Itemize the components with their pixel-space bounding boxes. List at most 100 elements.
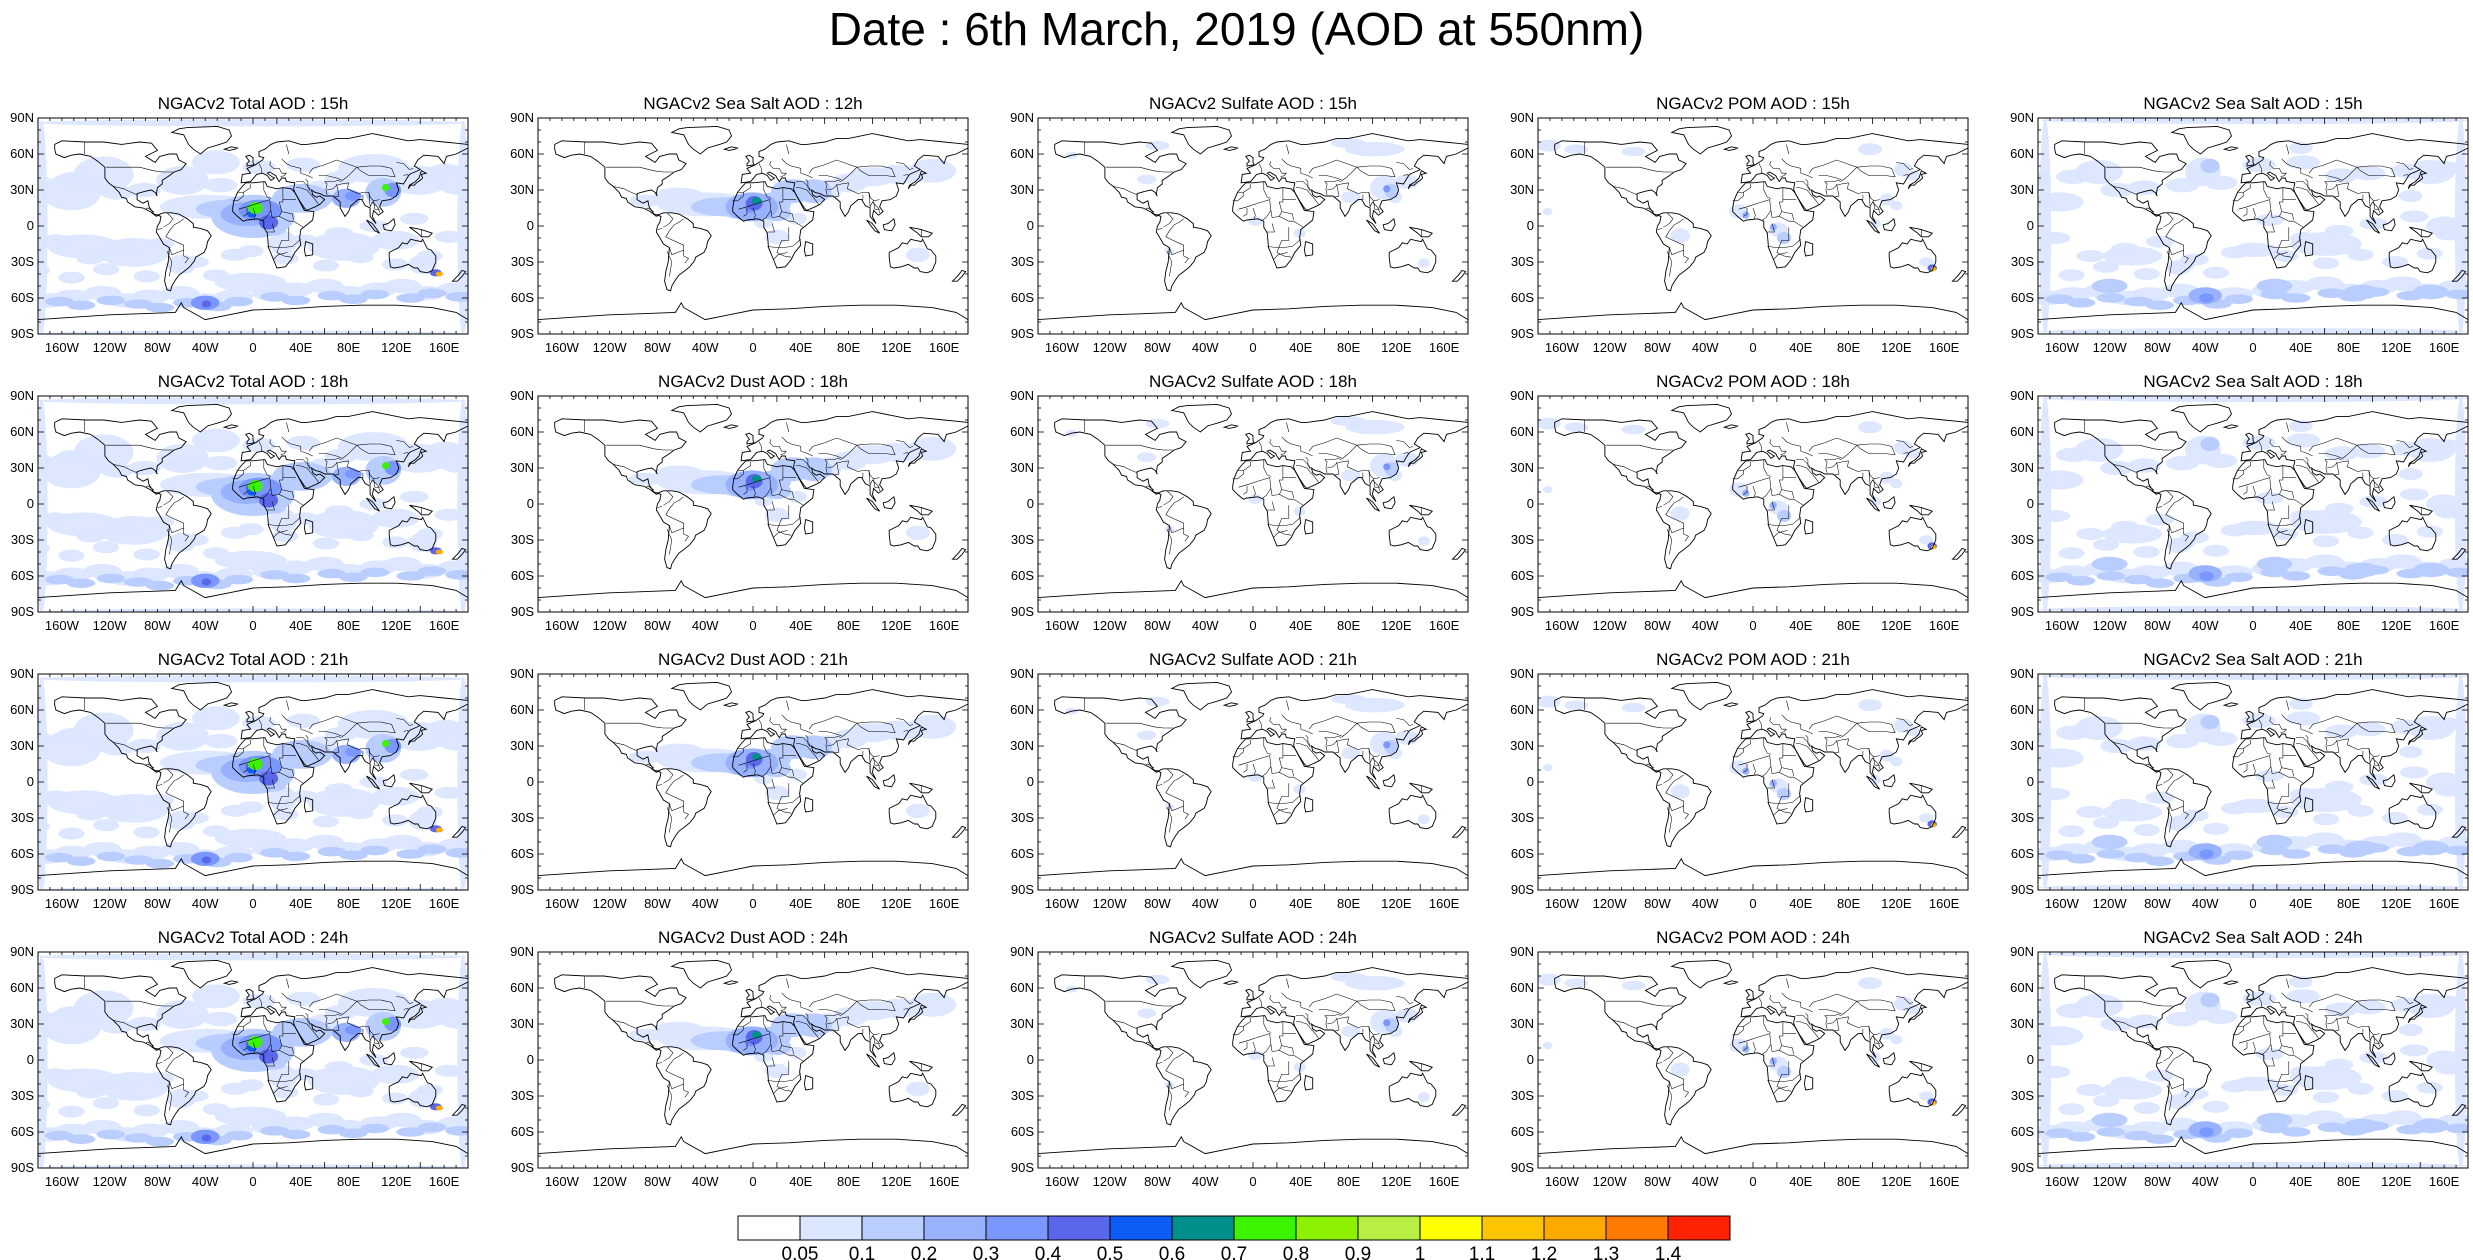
lat-tick-label: 30S xyxy=(11,810,34,825)
country-border xyxy=(2106,722,2173,729)
country-border xyxy=(1613,186,1638,196)
coastline xyxy=(2240,689,2468,780)
coastline xyxy=(1888,238,1937,274)
coastline xyxy=(1909,782,1934,794)
lat-tick-label: 0 xyxy=(27,774,34,789)
map-panel: NGACv2 Sulfate AOD : 15h 90N 60N 30N 0 30S 60S… xyxy=(1000,92,1500,362)
lon-tick-label: 80E xyxy=(1337,618,1360,633)
lat-tick-label: 60N xyxy=(510,424,534,439)
country-border xyxy=(666,807,673,833)
coastline xyxy=(2222,702,2239,707)
lon-tick-label: 80W xyxy=(644,618,671,633)
country-border xyxy=(1258,719,1262,730)
coastline xyxy=(1303,519,1314,535)
panel-title: NGACv2 Dust AOD : 24h xyxy=(658,928,848,947)
country-border xyxy=(1665,774,1689,820)
country-border xyxy=(767,779,775,789)
aod-blob xyxy=(1890,1034,1903,1045)
country-border xyxy=(1781,992,1813,1013)
country-border xyxy=(2258,997,2262,1008)
lat-tick-label: 30N xyxy=(510,460,534,475)
lon-tick-label: 40E xyxy=(1789,1174,1812,1189)
lon-tick-label: 160E xyxy=(1929,340,1960,355)
coastline xyxy=(670,125,733,155)
lon-tick-label: 120W xyxy=(93,618,128,633)
coastline xyxy=(1451,269,1467,282)
aod-field xyxy=(2038,674,2468,890)
coastline xyxy=(803,519,814,535)
country-border xyxy=(169,803,184,812)
aod-blob xyxy=(382,1018,390,1026)
coastline xyxy=(1888,516,1937,552)
aod-blob xyxy=(133,1104,160,1117)
country-border xyxy=(2258,441,2262,452)
country-border xyxy=(786,700,790,711)
coastline xyxy=(2054,974,2187,1051)
lon-tick-label: 160W xyxy=(45,618,80,633)
coastline xyxy=(803,797,814,813)
country-border xyxy=(1262,766,1272,777)
aod-blob xyxy=(1293,228,1306,238)
aod-blob xyxy=(1330,694,1367,704)
country-border xyxy=(1606,722,1673,729)
lat-tick-label: 30S xyxy=(1011,254,1034,269)
coastline xyxy=(1538,1135,1968,1168)
aod-blob xyxy=(382,258,409,271)
country-border xyxy=(824,180,842,182)
country-border xyxy=(1763,737,1771,755)
aod-blob xyxy=(1621,702,1646,713)
lat-tick-label: 60N xyxy=(510,146,534,161)
country-border xyxy=(2324,181,2328,195)
country-border xyxy=(258,719,262,730)
aod-blob xyxy=(2096,293,2126,303)
country-border xyxy=(163,768,174,784)
country-border xyxy=(1276,783,1292,814)
aod-blob xyxy=(1293,784,1306,794)
aod-blob xyxy=(2092,1094,2120,1107)
lat-tick-label: 90N xyxy=(10,388,34,403)
lon-tick-label: 40E xyxy=(2289,340,2312,355)
coastline xyxy=(1232,1015,1315,1103)
country-border xyxy=(1769,439,1787,452)
aod-blob xyxy=(145,238,175,250)
country-border xyxy=(1281,211,1294,221)
country-border xyxy=(1758,719,1762,730)
country-border xyxy=(758,441,762,452)
lon-tick-label: 160E xyxy=(929,1174,960,1189)
lat-tick-label: 0 xyxy=(1027,496,1034,511)
aod-blob xyxy=(38,675,467,683)
lon-tick-label: 120W xyxy=(2093,340,2128,355)
country-border xyxy=(824,736,842,738)
lon-tick-label: 160E xyxy=(929,896,960,911)
country-border xyxy=(1868,1026,1880,1047)
lon-tick-label: 160W xyxy=(1045,340,1080,355)
country-border xyxy=(2269,717,2287,730)
country-border xyxy=(1769,995,1787,1008)
lat-tick-label: 60S xyxy=(1511,846,1534,861)
country-border xyxy=(1296,1015,1311,1025)
coastline xyxy=(1245,988,1255,1001)
country-border xyxy=(2238,743,2284,774)
country-border xyxy=(669,803,684,812)
lon-tick-label: 80W xyxy=(144,1174,171,1189)
aod-blob xyxy=(428,441,463,456)
lon-tick-label: 120E xyxy=(1881,1174,1912,1189)
lon-tick-label: 0 xyxy=(749,340,756,355)
country-border xyxy=(1243,208,1248,217)
country-border xyxy=(1281,992,1313,1013)
country-border xyxy=(1663,1046,1674,1062)
country-border xyxy=(834,739,840,754)
coastline xyxy=(2451,269,2467,282)
country-border xyxy=(858,750,864,756)
country-border xyxy=(1267,238,1301,248)
aod-blob xyxy=(2066,298,2096,308)
aod-blob xyxy=(312,537,339,550)
aod-blob xyxy=(382,536,409,549)
aod-blob xyxy=(1383,463,1391,471)
aod-blob xyxy=(2281,1127,2311,1137)
country-border xyxy=(1752,485,1756,497)
country-border xyxy=(2279,1050,2304,1062)
country-border xyxy=(1738,465,1784,496)
